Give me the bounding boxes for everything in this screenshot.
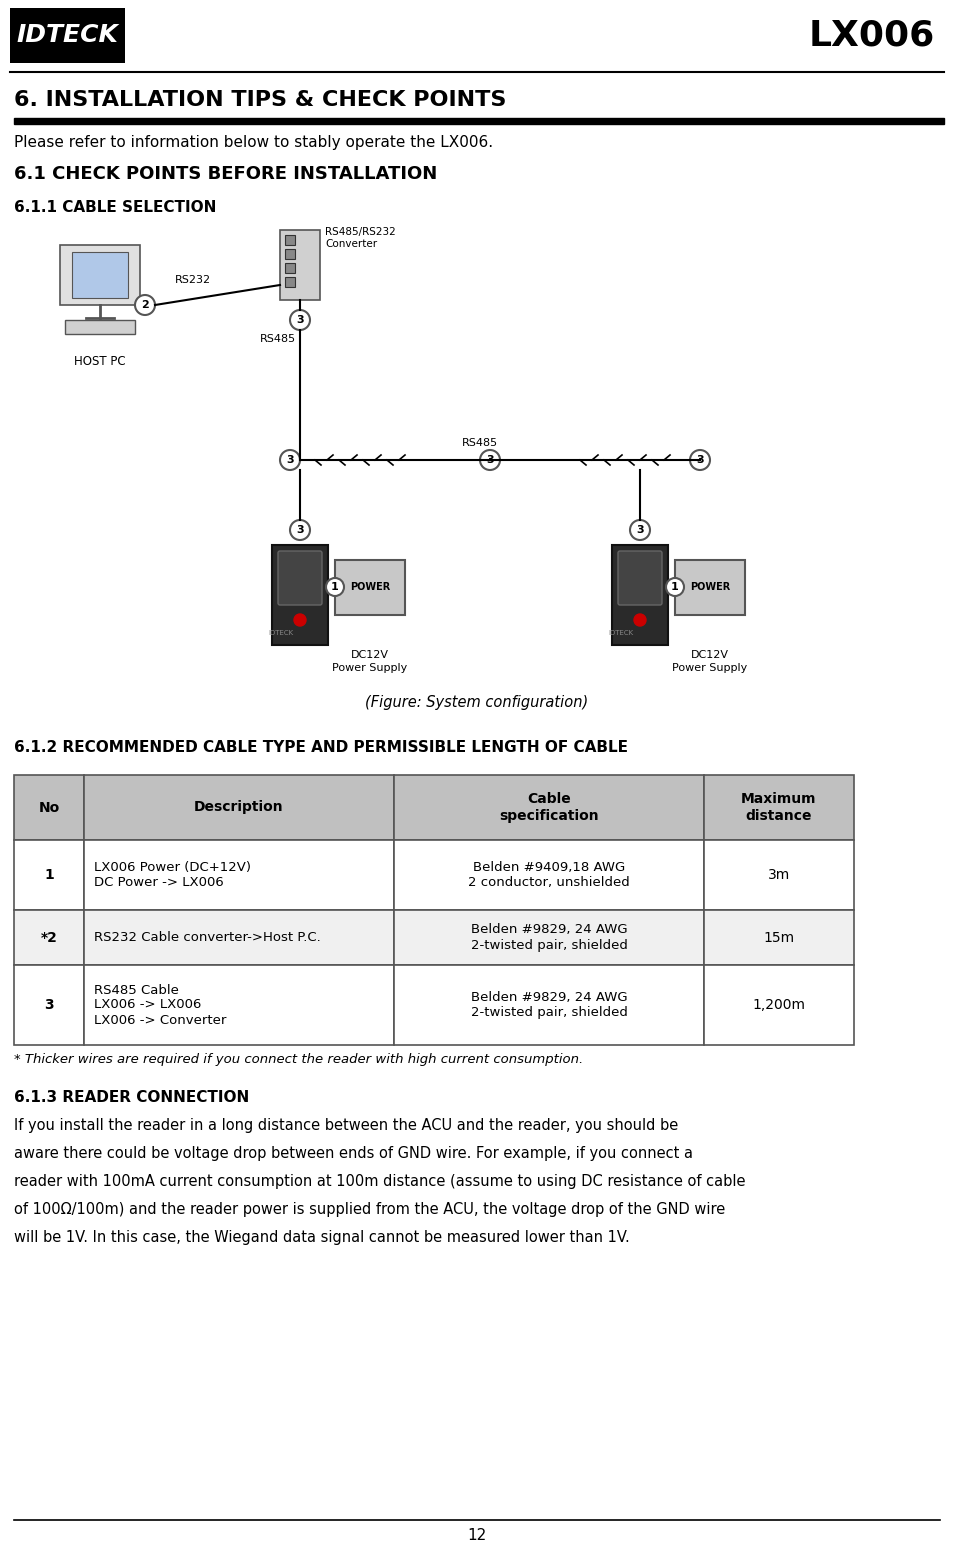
Text: reader with 100mA current consumption at 100m distance (assume to using DC resis: reader with 100mA current consumption at… [14, 1174, 744, 1190]
Text: 3m: 3m [767, 868, 789, 882]
Circle shape [629, 521, 649, 541]
Text: 6. INSTALLATION TIPS & CHECK POINTS: 6. INSTALLATION TIPS & CHECK POINTS [14, 90, 506, 110]
Text: 3: 3 [44, 998, 53, 1012]
Text: POWER: POWER [350, 582, 390, 592]
FancyBboxPatch shape [277, 552, 322, 606]
FancyBboxPatch shape [65, 320, 135, 334]
FancyBboxPatch shape [60, 246, 140, 304]
Text: RS485: RS485 [260, 334, 295, 345]
Text: RS232 Cable converter->Host P.C.: RS232 Cable converter->Host P.C. [94, 932, 320, 944]
Bar [14, 776, 84, 840]
FancyBboxPatch shape [335, 559, 405, 615]
Bar [14, 840, 84, 910]
Text: Power Supply: Power Supply [332, 663, 407, 674]
FancyBboxPatch shape [285, 235, 294, 246]
Text: 3: 3 [636, 525, 643, 535]
Text: DC12V: DC12V [690, 650, 728, 660]
Bar [394, 966, 703, 1044]
Circle shape [326, 578, 344, 596]
Text: RS485 Cable
LX006 -> LX006
LX006 -> Converter: RS485 Cable LX006 -> LX006 LX006 -> Conv… [94, 984, 226, 1026]
Text: IDTECK: IDTECK [16, 23, 118, 46]
Text: LX006 Power (DC+12V)
DC Power -> LX006: LX006 Power (DC+12V) DC Power -> LX006 [94, 861, 251, 888]
Circle shape [689, 450, 709, 470]
Text: * Thicker wires are required if you connect the reader with high current consump: * Thicker wires are required if you conn… [14, 1054, 582, 1066]
Text: LX006: LX006 [808, 19, 934, 53]
Text: 6.1.3 READER CONNECTION: 6.1.3 READER CONNECTION [14, 1091, 249, 1105]
Bar [394, 776, 703, 840]
Circle shape [290, 311, 310, 331]
Text: 2: 2 [141, 300, 149, 311]
Text: Cable
specification: Cable specification [498, 793, 598, 822]
Text: Converter: Converter [325, 239, 376, 249]
Bar [14, 910, 84, 966]
Bar [84, 966, 394, 1044]
Text: 3: 3 [286, 454, 294, 465]
Text: RS485: RS485 [461, 437, 497, 448]
Text: 3: 3 [295, 525, 303, 535]
Bar [394, 910, 703, 966]
FancyBboxPatch shape [675, 559, 744, 615]
FancyBboxPatch shape [285, 263, 294, 273]
Text: will be 1V. In this case, the Wiegand data signal cannot be measured lower than : will be 1V. In this case, the Wiegand da… [14, 1230, 629, 1245]
Bar [14, 966, 84, 1044]
FancyBboxPatch shape [285, 277, 294, 287]
Bar [703, 966, 853, 1044]
Text: 3: 3 [696, 454, 703, 465]
Bar [14, 117, 943, 124]
Text: POWER: POWER [689, 582, 729, 592]
Text: IDTECK: IDTECK [607, 630, 633, 637]
Bar [84, 840, 394, 910]
Text: 1: 1 [44, 868, 53, 882]
Bar [394, 840, 703, 910]
Text: 3: 3 [486, 454, 494, 465]
Text: 1: 1 [331, 582, 338, 592]
Circle shape [280, 450, 299, 470]
Circle shape [290, 521, 310, 541]
Circle shape [665, 578, 683, 596]
Bar [84, 910, 394, 966]
Text: Belden #9829, 24 AWG
2-twisted pair, shielded: Belden #9829, 24 AWG 2-twisted pair, shi… [470, 990, 627, 1020]
Text: Power Supply: Power Supply [672, 663, 747, 674]
Text: (Figure: System configuration): (Figure: System configuration) [365, 695, 588, 711]
FancyBboxPatch shape [10, 8, 125, 63]
Text: aware there could be voltage drop between ends of GND wire. For example, if you : aware there could be voltage drop betwee… [14, 1146, 692, 1160]
Circle shape [135, 295, 154, 315]
Bar [703, 910, 853, 966]
Text: Please refer to information below to stably operate the LX006.: Please refer to information below to sta… [14, 134, 493, 150]
FancyBboxPatch shape [612, 545, 667, 644]
Text: IDTECK: IDTECK [268, 630, 293, 637]
Text: 15m: 15m [762, 930, 794, 944]
Text: 6.1.1 CABLE SELECTION: 6.1.1 CABLE SELECTION [14, 199, 216, 215]
Circle shape [294, 613, 306, 626]
Text: Belden #9409,18 AWG
2 conductor, unshielded: Belden #9409,18 AWG 2 conductor, unshiel… [468, 861, 629, 888]
Text: 12: 12 [467, 1528, 486, 1543]
Text: RS485/RS232: RS485/RS232 [325, 227, 395, 236]
Bar [703, 776, 853, 840]
Text: Belden #9829, 24 AWG
2-twisted pair, shielded: Belden #9829, 24 AWG 2-twisted pair, shi… [470, 924, 627, 952]
Text: DC12V: DC12V [351, 650, 389, 660]
Text: 1: 1 [670, 582, 679, 592]
Text: *2: *2 [41, 930, 57, 944]
Bar [84, 776, 394, 840]
Text: RS232: RS232 [174, 275, 211, 284]
FancyBboxPatch shape [280, 230, 319, 300]
Text: of 100Ω/100m) and the reader power is supplied from the ACU, the voltage drop of: of 100Ω/100m) and the reader power is su… [14, 1202, 724, 1217]
Text: 1,200m: 1,200m [752, 998, 804, 1012]
Circle shape [634, 613, 645, 626]
Text: HOST PC: HOST PC [74, 355, 126, 368]
Text: If you install the reader in a long distance between the ACU and the reader, you: If you install the reader in a long dist… [14, 1119, 678, 1132]
Text: 6.1.2 RECOMMENDED CABLE TYPE AND PERMISSIBLE LENGTH OF CABLE: 6.1.2 RECOMMENDED CABLE TYPE AND PERMISS… [14, 740, 627, 756]
Text: No: No [38, 800, 59, 814]
Text: 6.1 CHECK POINTS BEFORE INSTALLATION: 6.1 CHECK POINTS BEFORE INSTALLATION [14, 165, 436, 182]
Text: Maximum
distance: Maximum distance [740, 793, 816, 822]
Text: Description: Description [194, 800, 283, 814]
FancyBboxPatch shape [618, 552, 661, 606]
FancyBboxPatch shape [71, 252, 128, 298]
FancyBboxPatch shape [272, 545, 328, 644]
Circle shape [479, 450, 499, 470]
Bar [703, 840, 853, 910]
Text: 3: 3 [295, 315, 303, 324]
FancyBboxPatch shape [285, 249, 294, 260]
